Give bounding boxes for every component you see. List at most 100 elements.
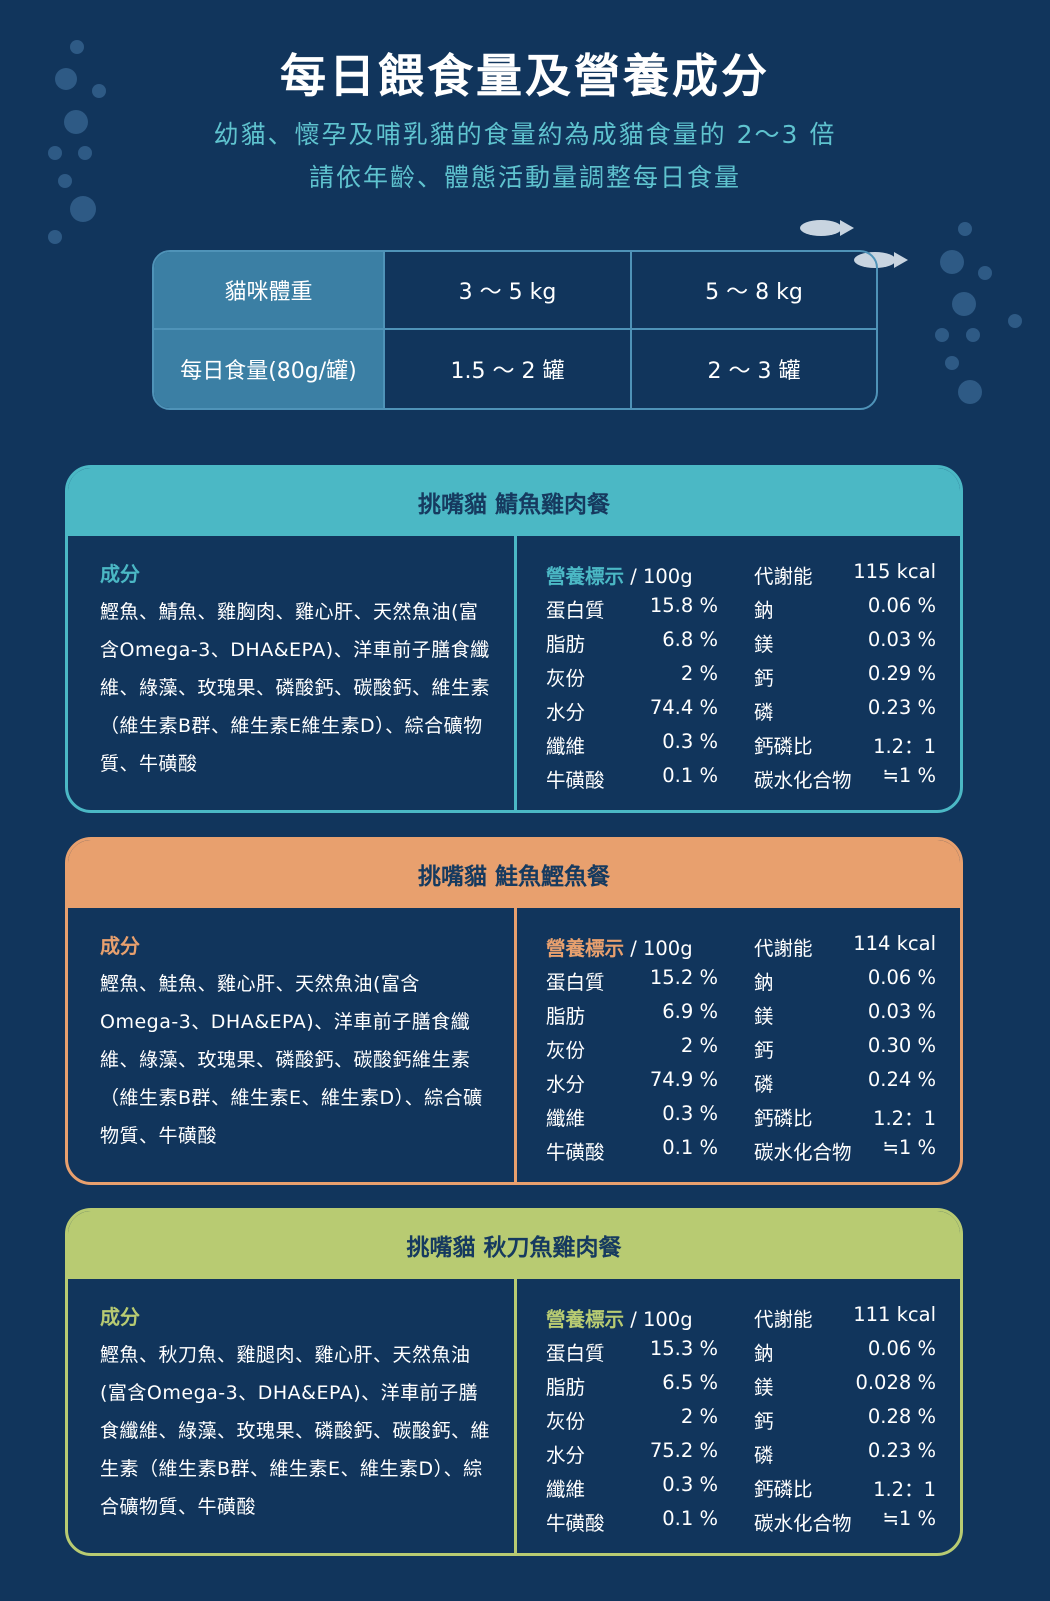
nutrient-value: 1.2：1 xyxy=(873,1107,936,1130)
nutrient-value: 0.06 % xyxy=(867,594,936,617)
nutrition-header-row: 營養標示 / 100g 代謝能 111 kcal xyxy=(546,1303,936,1337)
nutrient-value: 0.1 % xyxy=(662,764,718,787)
nutrient-value: 0.23 % xyxy=(867,696,936,719)
bubble-decoration xyxy=(958,222,972,236)
nutrient-label: 水分 xyxy=(546,1073,586,1096)
nutrient-value: 0.3 % xyxy=(662,1102,718,1125)
nutrient-label: 鈣磷比 xyxy=(754,1478,813,1501)
nutrition-table: 營養標示 / 100g 代謝能 114 kcal 蛋白質 15.2 % 鈉 0.… xyxy=(546,932,936,1170)
bubble-decoration xyxy=(70,40,84,54)
nutrient-label: 鈣 xyxy=(754,1410,774,1433)
bubble-decoration xyxy=(958,380,982,404)
daily-amount-2: 2 ～ 3 罐 xyxy=(707,359,801,384)
nutrient-value: 0.29 % xyxy=(867,662,936,685)
nutrition-row: 蛋白質 15.8 % 鈉 0.06 % xyxy=(546,594,936,628)
nutrient-value: 15.2 % xyxy=(649,966,718,989)
nutrient-label: 纖維 xyxy=(546,1107,586,1130)
nutrient-value: 6.5 % xyxy=(662,1371,718,1394)
product-name: 挑嘴貓 鮭魚鰹魚餐 xyxy=(68,840,960,908)
per-unit: / 100g xyxy=(630,565,693,588)
nutrient-value: 1.2：1 xyxy=(873,735,936,758)
nutrient-value: 0.1 % xyxy=(662,1507,718,1530)
ingredients-label: 成分 xyxy=(100,934,140,958)
bubble-decoration xyxy=(70,196,96,222)
nutrient-label: 蛋白質 xyxy=(546,1342,605,1365)
ingredients-label: 成分 xyxy=(100,562,140,586)
product-name: 挑嘴貓 秋刀魚雞肉餐 xyxy=(68,1211,960,1279)
nutrition-row: 蛋白質 15.2 % 鈉 0.06 % xyxy=(546,966,936,1000)
bubble-decoration xyxy=(940,250,964,274)
nutrient-label: 蛋白質 xyxy=(546,599,605,622)
nutrient-value: 0.1 % xyxy=(662,1136,718,1159)
bubble-decoration xyxy=(48,146,62,160)
nutrient-label: 鈣 xyxy=(754,1039,774,1062)
weight-range-2: 5 ～ 8 kg xyxy=(632,252,876,330)
divider xyxy=(514,536,517,810)
nutrient-value: 74.4 % xyxy=(649,696,718,719)
nutrient-label: 磷 xyxy=(754,1073,774,1096)
nutrient-value: 0.03 % xyxy=(867,1000,936,1023)
weight-header: 貓咪體重 xyxy=(154,252,385,330)
daily-amount-1: 1.5 ～ 2 罐 xyxy=(385,330,632,408)
nutrition-row: 灰份 2 % 鈣 0.30 % xyxy=(546,1034,936,1068)
nutrition-row: 蛋白質 15.3 % 鈉 0.06 % xyxy=(546,1337,936,1371)
nutrient-value: 0.06 % xyxy=(867,1337,936,1360)
weight-range-1: 3 ～ 5 kg xyxy=(385,252,632,330)
nutrient-label: 碳水化合物 xyxy=(754,769,852,792)
nutrient-label: 碳水化合物 xyxy=(754,1141,852,1164)
nutrient-label: 灰份 xyxy=(546,1039,586,1062)
nutrient-value: ≒1 % xyxy=(882,764,937,787)
nutrition-row: 牛磺酸 0.1 % 碳水化合物 ≒1 % xyxy=(546,1507,936,1541)
nutrient-value: 0.06 % xyxy=(867,966,936,989)
page-title: 每日餵食量及營養成分 xyxy=(280,49,770,103)
nutrient-value: 0.3 % xyxy=(662,1473,718,1496)
nutrient-value: 0.23 % xyxy=(867,1439,936,1462)
nutrient-label: 鎂 xyxy=(754,1376,774,1399)
ingredients: 成分 鰹魚、鮭魚、雞心肝、天然魚油(富含Omega-3、DHA&EPA)、洋車前… xyxy=(100,930,495,1155)
energy-value: 114 kcal xyxy=(853,932,936,955)
nutrient-value: 1.2：1 xyxy=(873,1478,936,1501)
nutrient-value: 74.9 % xyxy=(649,1068,718,1091)
nutrition-header-row: 營養標示 / 100g 代謝能 114 kcal xyxy=(546,932,936,966)
bubble-decoration xyxy=(945,356,959,370)
nutrient-label: 碳水化合物 xyxy=(754,1512,852,1535)
energy-value: 115 kcal xyxy=(853,560,936,583)
bubble-decoration xyxy=(1008,314,1022,328)
nutrient-label: 脂肪 xyxy=(546,1376,586,1399)
nutrient-value: 75.2 % xyxy=(649,1439,718,1462)
bubble-decoration xyxy=(78,146,92,160)
bubble-decoration xyxy=(952,292,976,316)
bubble-decoration xyxy=(935,328,949,342)
divider xyxy=(514,1279,517,1553)
nutrient-value: 0.30 % xyxy=(867,1034,936,1057)
nutrition-row: 牛磺酸 0.1 % 碳水化合物 ≒1 % xyxy=(546,1136,936,1170)
nutrition-label-text: 營養標示 xyxy=(546,565,625,588)
nutrient-value: 15.3 % xyxy=(649,1337,718,1360)
nutrient-label: 水分 xyxy=(546,1444,586,1467)
fish-icon xyxy=(800,220,854,236)
nutrition-row: 纖維 0.3 % 鈣磷比 1.2：1 xyxy=(546,1473,936,1507)
nutrient-label: 脂肪 xyxy=(546,1005,586,1028)
nutrition-header-row: 營養標示 / 100g 代謝能 115 kcal xyxy=(546,560,936,594)
nutrition-row: 水分 75.2 % 磷 0.23 % xyxy=(546,1439,936,1473)
nutrient-label: 鎂 xyxy=(754,633,774,656)
nutrient-value: 6.8 % xyxy=(662,628,718,651)
nutrition-row: 脂肪 6.9 % 鎂 0.03 % xyxy=(546,1000,936,1034)
subtitle: 幼貓、懷孕及哺乳貓的食量約為成貓食量的 2～3 倍 xyxy=(213,120,837,149)
subtitle: 請依年齡、體態活動量調整每日食量 xyxy=(308,163,741,192)
nutrient-value: 2 % xyxy=(680,1034,718,1057)
nutrition-label-text: 營養標示 xyxy=(546,1308,625,1331)
nutrition-table: 營養標示 / 100g 代謝能 111 kcal 蛋白質 15.3 % 鈉 0.… xyxy=(546,1303,936,1541)
ingredients-text: 鰹魚、鯖魚、雞胸肉、雞心肝、天然魚油(富含Omega-3、DHA&EPA)、洋車… xyxy=(100,601,491,775)
feeding-table: 貓咪體重 3 ～ 5 kg 5 ～ 8 kg 每日食量(80g/罐) 1.5 ～… xyxy=(152,250,878,410)
ingredients: 成分 鰹魚、秋刀魚、雞腿肉、雞心肝、天然魚油(富含Omega-3、DHA&EPA… xyxy=(100,1301,495,1526)
nutrient-label: 牛磺酸 xyxy=(546,1141,605,1164)
nutrition-row: 灰份 2 % 鈣 0.28 % xyxy=(546,1405,936,1439)
nutrient-value: 0.03 % xyxy=(867,628,936,651)
ingredients: 成分 鰹魚、鯖魚、雞胸肉、雞心肝、天然魚油(富含Omega-3、DHA&EPA)… xyxy=(100,558,495,783)
nutrient-value: 15.8 % xyxy=(649,594,718,617)
nutrition-row: 水分 74.9 % 磷 0.24 % xyxy=(546,1068,936,1102)
bubble-decoration xyxy=(48,230,62,244)
ingredients-text: 鰹魚、秋刀魚、雞腿肉、雞心肝、天然魚油(富含Omega-3、DHA&EPA)、洋… xyxy=(100,1344,491,1518)
bubble-decoration xyxy=(966,328,980,342)
